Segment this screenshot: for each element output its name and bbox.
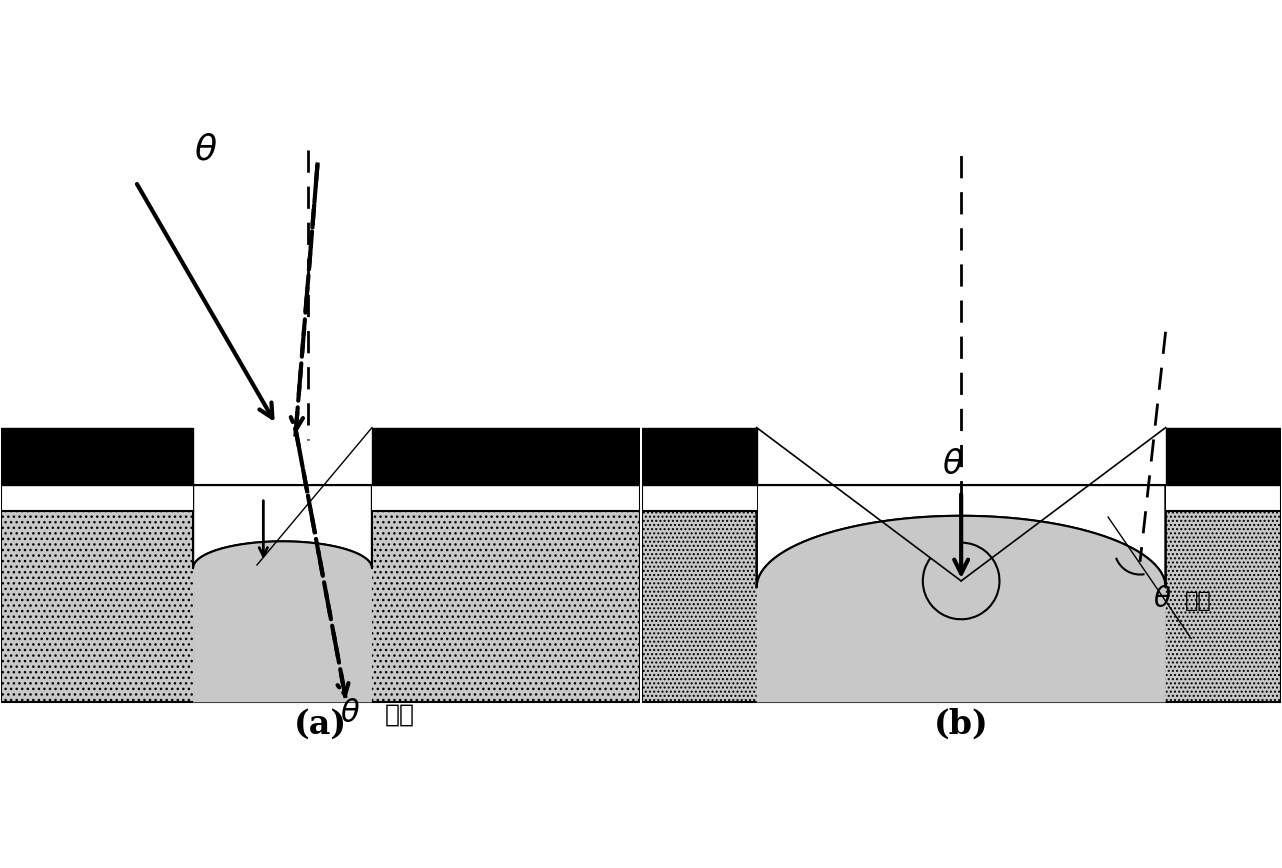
Polygon shape <box>642 485 756 510</box>
Polygon shape <box>642 485 1281 702</box>
Polygon shape <box>194 485 372 702</box>
Text: $\theta$: $\theta$ <box>1153 586 1172 613</box>
Polygon shape <box>756 485 1165 702</box>
Polygon shape <box>1165 428 1281 485</box>
Polygon shape <box>372 485 640 510</box>
Text: 测量: 测量 <box>385 702 415 727</box>
Text: (b): (b) <box>933 707 988 740</box>
Polygon shape <box>642 428 756 485</box>
Polygon shape <box>1 428 194 485</box>
Text: 测量: 测量 <box>1185 590 1211 610</box>
Polygon shape <box>372 428 640 485</box>
Text: $\theta$: $\theta$ <box>340 698 360 728</box>
Polygon shape <box>1 485 194 510</box>
Polygon shape <box>1165 485 1281 510</box>
Text: $\theta$: $\theta$ <box>194 133 218 167</box>
Polygon shape <box>756 485 1165 588</box>
Polygon shape <box>1 485 640 702</box>
Text: $\theta$: $\theta$ <box>941 448 963 481</box>
Text: (a): (a) <box>295 707 347 740</box>
Polygon shape <box>194 485 372 569</box>
